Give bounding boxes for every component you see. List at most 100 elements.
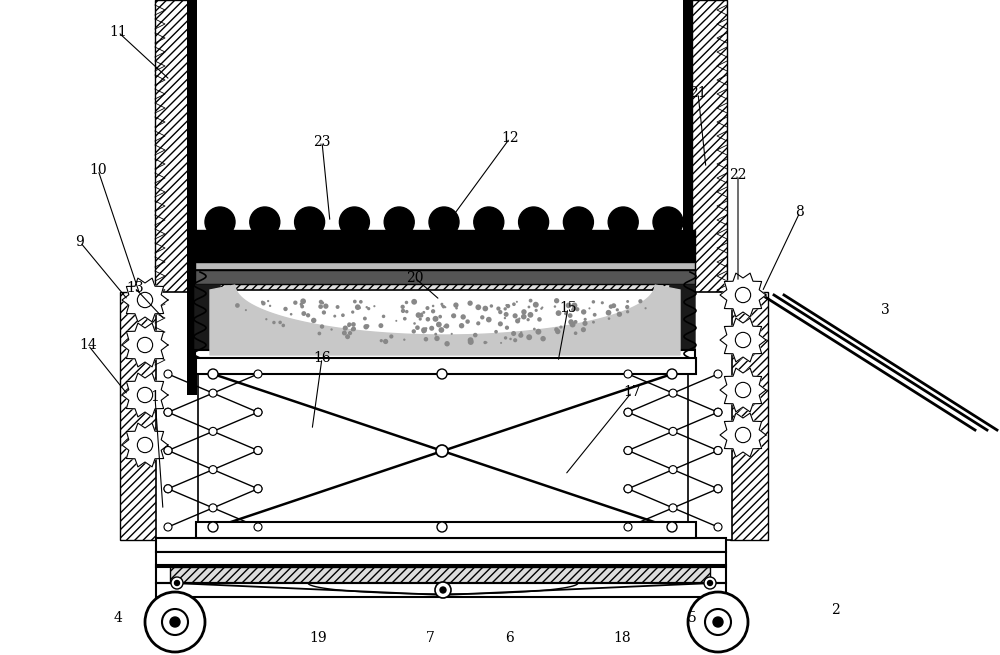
- Circle shape: [295, 207, 325, 237]
- Circle shape: [584, 318, 587, 321]
- Circle shape: [208, 522, 218, 532]
- Circle shape: [209, 427, 217, 436]
- Circle shape: [269, 305, 271, 307]
- Circle shape: [254, 447, 262, 455]
- Circle shape: [575, 307, 579, 311]
- Circle shape: [347, 324, 350, 328]
- Circle shape: [498, 310, 502, 314]
- Circle shape: [254, 485, 262, 493]
- Text: 8: 8: [796, 205, 804, 219]
- Circle shape: [496, 307, 501, 310]
- Circle shape: [245, 309, 247, 311]
- Circle shape: [476, 321, 480, 326]
- Circle shape: [624, 485, 632, 493]
- Circle shape: [348, 331, 352, 335]
- Text: 13: 13: [126, 281, 144, 295]
- Circle shape: [475, 305, 481, 310]
- Circle shape: [164, 485, 172, 493]
- Text: 20: 20: [406, 271, 424, 285]
- Circle shape: [290, 313, 292, 316]
- Circle shape: [358, 307, 361, 309]
- Text: 7: 7: [426, 631, 434, 645]
- Circle shape: [518, 333, 523, 338]
- Circle shape: [205, 207, 235, 237]
- Circle shape: [533, 302, 539, 308]
- Circle shape: [345, 334, 350, 339]
- Circle shape: [509, 338, 512, 340]
- Circle shape: [339, 207, 369, 237]
- Circle shape: [582, 321, 588, 326]
- Circle shape: [473, 333, 478, 337]
- Bar: [156, 565, 726, 583]
- Circle shape: [504, 307, 507, 310]
- Text: 6: 6: [506, 631, 514, 645]
- Circle shape: [714, 485, 722, 493]
- Circle shape: [208, 369, 218, 379]
- Circle shape: [568, 313, 573, 318]
- Circle shape: [416, 312, 421, 318]
- Circle shape: [265, 318, 267, 320]
- Circle shape: [535, 309, 538, 312]
- Circle shape: [564, 312, 567, 315]
- Circle shape: [254, 408, 262, 416]
- Circle shape: [688, 592, 748, 652]
- Text: 11: 11: [109, 25, 127, 39]
- Circle shape: [451, 314, 454, 317]
- Circle shape: [611, 303, 616, 308]
- Circle shape: [476, 322, 480, 326]
- Circle shape: [588, 307, 590, 309]
- Circle shape: [624, 370, 632, 378]
- Circle shape: [209, 504, 217, 512]
- Circle shape: [653, 207, 683, 237]
- Circle shape: [735, 332, 751, 348]
- Circle shape: [511, 331, 516, 336]
- Circle shape: [323, 303, 329, 309]
- Circle shape: [540, 307, 543, 310]
- Bar: [187, 0, 197, 395]
- Circle shape: [540, 336, 546, 341]
- Circle shape: [606, 310, 611, 316]
- Circle shape: [322, 310, 326, 314]
- Circle shape: [568, 319, 574, 325]
- Circle shape: [490, 305, 493, 308]
- Bar: [688, 292, 732, 540]
- Circle shape: [592, 300, 595, 304]
- Circle shape: [435, 582, 451, 598]
- Bar: [195, 270, 695, 360]
- Circle shape: [436, 445, 448, 457]
- Circle shape: [383, 339, 388, 344]
- Circle shape: [559, 326, 562, 329]
- Circle shape: [164, 408, 172, 416]
- Circle shape: [521, 314, 527, 320]
- Circle shape: [644, 307, 647, 309]
- Text: 5: 5: [688, 611, 696, 625]
- Bar: [156, 538, 726, 552]
- Circle shape: [422, 311, 425, 314]
- Circle shape: [347, 322, 352, 327]
- Circle shape: [504, 336, 507, 339]
- Circle shape: [254, 408, 262, 416]
- Circle shape: [669, 389, 677, 397]
- Circle shape: [482, 306, 488, 311]
- Bar: [195, 350, 695, 362]
- Bar: [155, 0, 190, 395]
- Circle shape: [384, 207, 414, 237]
- Circle shape: [343, 326, 348, 331]
- Circle shape: [425, 327, 427, 329]
- Circle shape: [441, 305, 443, 307]
- Circle shape: [440, 303, 443, 306]
- Circle shape: [261, 301, 264, 303]
- Circle shape: [735, 288, 751, 303]
- Circle shape: [494, 330, 498, 333]
- Circle shape: [272, 321, 276, 324]
- Circle shape: [351, 322, 356, 327]
- Circle shape: [301, 311, 306, 316]
- Text: 2: 2: [831, 603, 839, 617]
- Circle shape: [521, 309, 527, 314]
- Circle shape: [351, 310, 354, 314]
- Circle shape: [581, 309, 586, 314]
- Polygon shape: [195, 285, 695, 358]
- Polygon shape: [122, 373, 168, 417]
- Circle shape: [714, 447, 722, 455]
- Circle shape: [714, 485, 722, 493]
